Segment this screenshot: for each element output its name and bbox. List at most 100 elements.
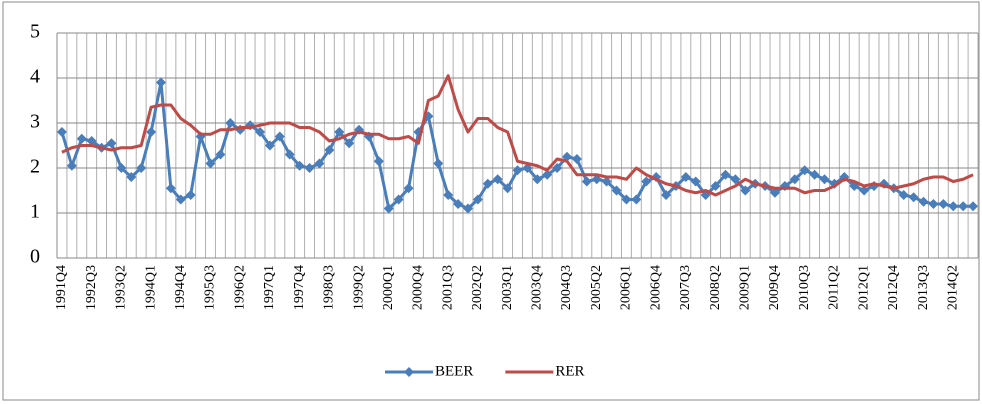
data-point <box>690 176 701 187</box>
data-point <box>968 201 979 212</box>
x-tick-label: 2001Q3 <box>440 265 455 310</box>
x-tick-label: 2003Q1 <box>500 265 515 310</box>
x-tick-label: 2012Q4 <box>886 265 901 310</box>
data-point <box>799 165 810 176</box>
data-point <box>453 199 464 209</box>
data-point <box>769 187 780 198</box>
data-point <box>136 163 147 173</box>
x-tick-label: 1997Q4 <box>292 265 307 310</box>
data-point <box>601 176 612 187</box>
data-point <box>938 199 949 209</box>
x-tick-label: 1994Q4 <box>173 265 188 310</box>
data-point <box>462 203 473 214</box>
data-point <box>433 158 444 169</box>
x-tick-label: 2006Q4 <box>648 265 663 310</box>
data-point <box>284 149 295 160</box>
x-tick-label: 2014Q2 <box>945 265 960 310</box>
data-point <box>264 140 275 151</box>
data-point <box>928 199 939 209</box>
x-tick-label: 2000Q4 <box>411 265 426 310</box>
x-tick-label: 1994Q1 <box>143 265 158 310</box>
x-tick-label: 2008Q2 <box>708 265 723 310</box>
line-series <box>61 74 974 197</box>
data-point <box>294 160 305 171</box>
data-point <box>948 201 959 212</box>
x-tick-label: 2009Q1 <box>737 265 752 310</box>
data-point <box>155 77 166 88</box>
data-point <box>809 169 820 180</box>
data-point <box>819 174 830 185</box>
data-point <box>66 160 77 171</box>
data-point <box>175 194 186 205</box>
data-point <box>730 174 741 185</box>
y-tick-label: 0 <box>30 246 40 268</box>
data-point <box>492 174 503 185</box>
x-tick-label: 1992Q3 <box>84 265 99 310</box>
data-point <box>958 201 969 212</box>
x-tick-label: 2009Q4 <box>767 265 782 310</box>
data-point <box>56 127 67 137</box>
data-point <box>443 190 454 200</box>
data-point <box>76 133 87 144</box>
data-point <box>571 154 582 164</box>
data-point <box>106 138 117 149</box>
data-point <box>185 190 196 200</box>
data-point <box>710 181 721 191</box>
data-point <box>502 183 513 194</box>
data-point <box>205 158 216 169</box>
data-point <box>482 178 493 189</box>
data-point <box>146 127 157 137</box>
x-tick-label: 2002Q2 <box>470 265 485 310</box>
data-point <box>274 131 285 142</box>
data-point <box>393 194 404 205</box>
x-tick-label: 2003Q4 <box>530 265 545 310</box>
x-tick-label: 2010Q3 <box>797 265 812 310</box>
data-point <box>314 158 325 169</box>
x-tick-label: 1999Q2 <box>351 265 366 310</box>
x-tick-label: 2000Q1 <box>381 265 396 310</box>
data-point <box>720 169 731 180</box>
legend-marker <box>404 367 414 377</box>
data-point <box>898 190 909 200</box>
x-tick-label: 1996Q2 <box>232 265 247 310</box>
data-point <box>908 192 919 203</box>
data-point <box>631 194 642 205</box>
x-tick-label: 1997Q1 <box>262 265 277 310</box>
y-tick-label: 2 <box>30 156 40 178</box>
data-point <box>581 176 592 187</box>
x-tick-label: 1995Q3 <box>203 265 218 310</box>
x-tick-label: 2012Q1 <box>856 265 871 310</box>
x-tick-label: 1993Q2 <box>114 265 129 310</box>
data-point <box>225 118 236 128</box>
data-point <box>472 194 483 205</box>
data-point <box>532 174 543 185</box>
data-point <box>740 185 751 196</box>
legend-label: BEER <box>435 363 473 379</box>
data-point <box>641 176 652 187</box>
data-point <box>661 190 672 200</box>
data-point <box>334 127 345 137</box>
x-tick-label: 2006Q1 <box>619 265 634 310</box>
data-point <box>542 169 553 180</box>
data-point <box>116 163 127 173</box>
data-point <box>621 194 632 205</box>
data-point <box>255 127 266 137</box>
data-point <box>344 138 355 149</box>
data-point <box>918 196 929 207</box>
x-tick-label: 1998Q3 <box>322 265 337 310</box>
x-tick-label: 2011Q2 <box>827 265 842 310</box>
x-tick-label: 2013Q3 <box>916 265 931 310</box>
data-point <box>383 203 394 214</box>
x-tick-label: 2005Q2 <box>589 265 604 310</box>
data-point <box>512 165 523 176</box>
data-point <box>86 136 97 146</box>
data-point <box>611 185 622 196</box>
data-point <box>403 183 414 194</box>
data-point <box>126 172 137 182</box>
y-tick-label: 5 <box>30 21 40 43</box>
y-tick-label: 1 <box>30 201 40 223</box>
data-point <box>552 163 563 173</box>
x-tick-label: 2007Q3 <box>678 265 693 310</box>
